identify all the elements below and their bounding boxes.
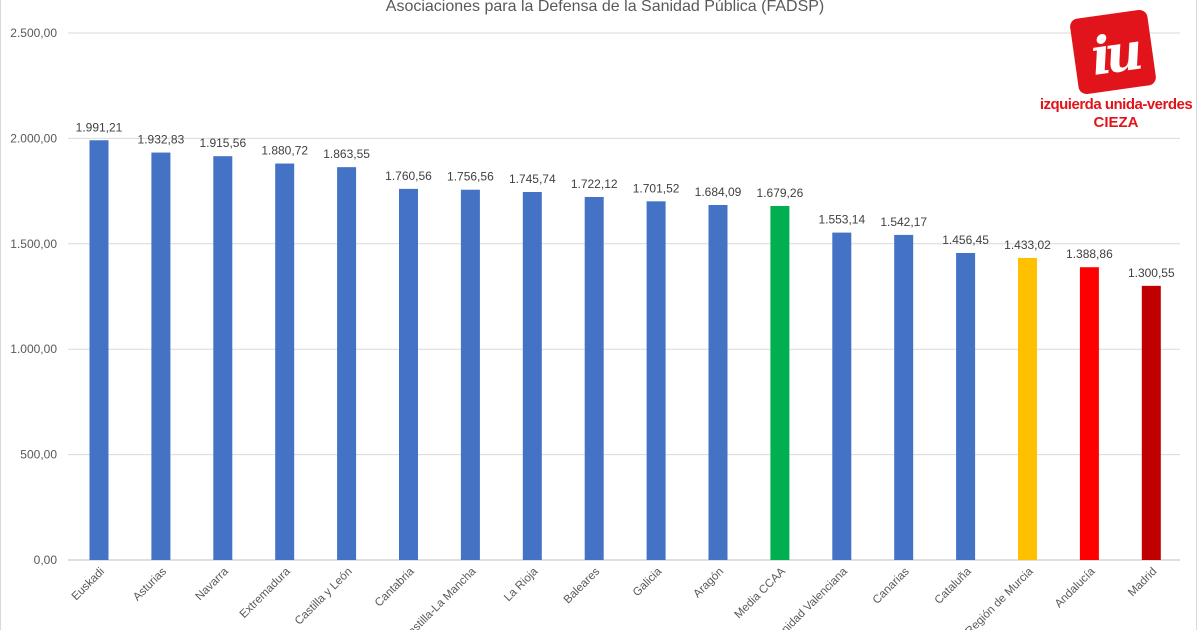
data-label: 1.679,26 — [757, 186, 804, 200]
bar — [708, 204, 728, 560]
bar — [460, 189, 480, 560]
bar — [522, 191, 542, 561]
bar — [337, 167, 357, 560]
data-label: 1.915,56 — [199, 136, 246, 150]
logo-mark: iu — [1087, 21, 1141, 88]
bar — [89, 140, 109, 560]
data-label: 1.880,72 — [261, 144, 308, 158]
data-label: 1.684,09 — [695, 185, 742, 199]
x-tick-label: La Rioja — [502, 565, 541, 604]
chart-title: Asociaciones para la Defensa de la Sanid… — [386, 0, 824, 15]
data-label: 1.433,02 — [1004, 238, 1051, 252]
data-label: 1.760,56 — [385, 169, 432, 183]
data-label: 1.745,74 — [509, 172, 556, 186]
data-label: 1.701,52 — [633, 181, 680, 195]
bar — [399, 188, 418, 560]
data-label: 1.300,55 — [1128, 266, 1175, 280]
data-label: 1.756,56 — [447, 170, 494, 184]
x-tick-label: Media CCAA — [733, 565, 789, 621]
y-tick-label: 2.500,00 — [10, 26, 57, 40]
bar — [213, 156, 233, 560]
y-tick-label: 0,00 — [34, 553, 58, 567]
x-tick-label: Navarra — [194, 565, 232, 603]
x-tick-label: Extremadura — [238, 565, 293, 620]
x-tick-label: Aragón — [691, 566, 726, 601]
x-tick-label: Andalucía — [1053, 565, 1098, 610]
x-tick-label: Baleares — [562, 565, 603, 606]
x-tick-label: Asturias — [131, 565, 169, 603]
y-tick-label: 2.000,00 — [10, 131, 57, 145]
bar — [584, 196, 604, 560]
data-label: 1.863,55 — [323, 147, 370, 161]
x-tick-label: Galicia — [631, 565, 665, 599]
bar — [956, 252, 976, 560]
bar — [832, 232, 852, 560]
bar — [275, 163, 295, 560]
x-tick-label: Canarias — [871, 565, 912, 606]
data-label: 1.722,12 — [571, 177, 618, 191]
bar — [646, 201, 666, 560]
data-label: 1.388,86 — [1066, 247, 1113, 261]
logo-text: izquierda unida-verdes — [1039, 96, 1193, 113]
data-label: 1.932,83 — [138, 133, 185, 147]
bar — [151, 152, 171, 560]
bar — [1141, 285, 1161, 560]
x-tick-label: Castilla y León — [293, 566, 355, 628]
y-tick-label: 1.000,00 — [10, 342, 57, 356]
bar — [770, 206, 790, 560]
x-tick-label: Región de Murcia — [963, 565, 1036, 630]
data-label: 1.542,17 — [880, 215, 927, 229]
x-tick-label: Euskadi — [70, 566, 107, 603]
y-tick-label: 1.500,00 — [10, 237, 57, 251]
y-tick-label: 500,00 — [20, 448, 57, 462]
bar — [1018, 257, 1037, 560]
data-label: 1.456,45 — [942, 233, 989, 247]
x-tick-label: Cantabria — [373, 565, 417, 609]
bar — [1079, 267, 1099, 560]
x-tick-label: Madrid — [1126, 566, 1159, 599]
x-tick-label: Cataluña — [933, 565, 974, 606]
iu-logo: iu izquierda unida-verdes CIEZA — [1036, 8, 1196, 136]
bar — [894, 234, 914, 560]
logo-subtext: CIEZA — [1093, 114, 1139, 131]
data-label: 1.553,14 — [818, 213, 865, 227]
data-label: 1.991,21 — [76, 120, 123, 134]
